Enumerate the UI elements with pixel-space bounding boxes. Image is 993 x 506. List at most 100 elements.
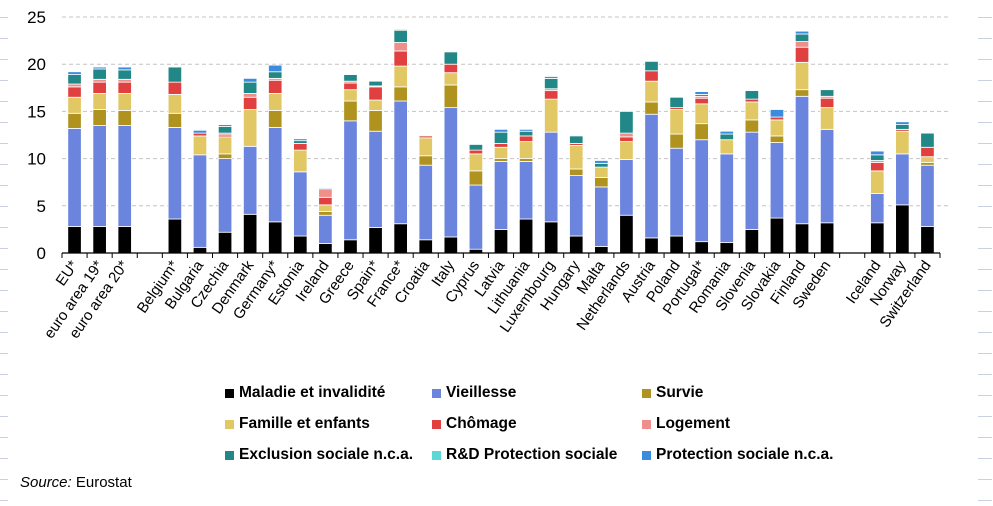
- bar-segment: [619, 111, 634, 134]
- bar-stack: [368, 80, 383, 254]
- legend-swatch: [225, 450, 234, 460]
- bar-segment: [544, 221, 559, 254]
- legend-item-protection-nca: Protection sociale n.c.a.: [642, 446, 833, 464]
- legend-item-survie: Survie: [642, 384, 703, 402]
- bar-segment: [242, 109, 258, 147]
- bar-segment: [694, 91, 709, 95]
- bar-segment: [67, 226, 82, 254]
- bar-segment: [343, 74, 358, 82]
- y-tick-label: 5: [37, 197, 46, 216]
- bars: [67, 28, 935, 254]
- bar-segment: [92, 125, 107, 227]
- bar-segment: [242, 93, 258, 98]
- legend-label: Famille et enfants: [239, 415, 370, 432]
- bar-segment: [242, 145, 258, 215]
- margin-dash: [0, 185, 8, 186]
- bar-segment: [167, 66, 183, 83]
- bar-segment: [794, 46, 810, 63]
- margin-dash: [0, 437, 8, 438]
- margin-dash: [0, 206, 8, 207]
- legend-label: Maladie et invalidité: [239, 384, 386, 401]
- legend-label: Survie: [656, 384, 704, 401]
- bar-segment: [368, 99, 383, 111]
- bar-segment: [794, 223, 810, 254]
- margin-dash: [978, 500, 992, 501]
- bar-stack: [192, 129, 208, 254]
- margin-dash: [978, 206, 992, 207]
- y-tick-label: 25: [27, 8, 46, 27]
- bar-stack: [669, 96, 684, 254]
- bar-segment: [569, 175, 584, 237]
- bar-segment: [493, 146, 509, 160]
- bar-segment: [67, 74, 82, 85]
- bar-segment: [318, 214, 333, 244]
- margin-dash: [978, 416, 992, 417]
- margin-dash: [978, 332, 992, 333]
- bar-segment: [594, 160, 609, 164]
- bar-segment: [293, 149, 308, 173]
- bar-segment: [744, 131, 760, 230]
- source-note: Source: Eurostat: [20, 474, 132, 491]
- bar-segment: [819, 107, 835, 130]
- margin-dash: [978, 59, 992, 60]
- bar-segment: [569, 135, 584, 144]
- bar-segment: [644, 101, 659, 115]
- bar-segment: [719, 139, 734, 155]
- bar-segment: [895, 204, 910, 254]
- margin-dash: [978, 185, 992, 186]
- bar-stack: [242, 77, 258, 254]
- y-axis-ticks: 0 5 10 15 20 25: [27, 8, 46, 263]
- bar-segment: [669, 96, 684, 109]
- bar-segment: [343, 239, 358, 254]
- bar-stack: [594, 160, 609, 254]
- bar-segment: [293, 138, 308, 142]
- legend-item-exclusion: Exclusion sociale n.c.a.: [225, 446, 413, 464]
- bar-segment: [443, 51, 458, 65]
- bar-segment: [343, 82, 358, 91]
- bar-segment: [744, 98, 760, 103]
- margin-dash: [978, 101, 992, 102]
- bar-segment: [819, 222, 835, 254]
- bar-segment: [644, 60, 659, 72]
- bar-segment: [117, 69, 132, 80]
- bar-segment: [569, 168, 584, 176]
- bar-segment: [493, 128, 509, 133]
- bar-segment: [242, 96, 258, 110]
- bar-segment: [167, 127, 183, 220]
- bar-segment: [368, 86, 383, 101]
- bar-segment: [895, 124, 910, 130]
- bar-segment: [92, 93, 107, 110]
- bar-segment: [544, 98, 559, 133]
- bar-segment: [870, 170, 885, 194]
- bar-segment: [669, 109, 684, 135]
- bar-segment: [167, 81, 183, 95]
- bar-segment: [393, 223, 408, 254]
- bar-segment: [443, 72, 458, 86]
- margin-dash: [978, 143, 992, 144]
- bar-segment: [268, 110, 283, 128]
- bar-segment: [493, 161, 509, 230]
- bar-segment: [870, 150, 885, 156]
- bar-segment: [117, 125, 132, 227]
- bar-segment: [393, 86, 408, 102]
- bar-segment: [293, 140, 308, 144]
- bar-stack: [92, 66, 107, 254]
- bar-segment: [393, 42, 408, 52]
- bar-segment: [644, 237, 659, 254]
- margin-dash: [978, 17, 992, 18]
- y-tick-label: 0: [37, 244, 46, 263]
- bar-segment: [794, 30, 810, 35]
- bar-segment: [393, 65, 408, 88]
- bar-segment: [920, 164, 935, 227]
- bar-segment: [518, 130, 534, 137]
- bar-segment: [67, 127, 82, 227]
- legend-item-rd: R&D Protection sociale: [432, 446, 617, 464]
- margin-dash: [0, 80, 8, 81]
- margin-dash: [0, 227, 8, 228]
- bar-segment: [217, 231, 233, 254]
- bar-segment: [769, 217, 785, 254]
- bar-stack: [343, 74, 358, 254]
- margin-dash: [0, 248, 8, 249]
- bar-segment: [544, 76, 559, 79]
- bar-segment: [368, 227, 383, 254]
